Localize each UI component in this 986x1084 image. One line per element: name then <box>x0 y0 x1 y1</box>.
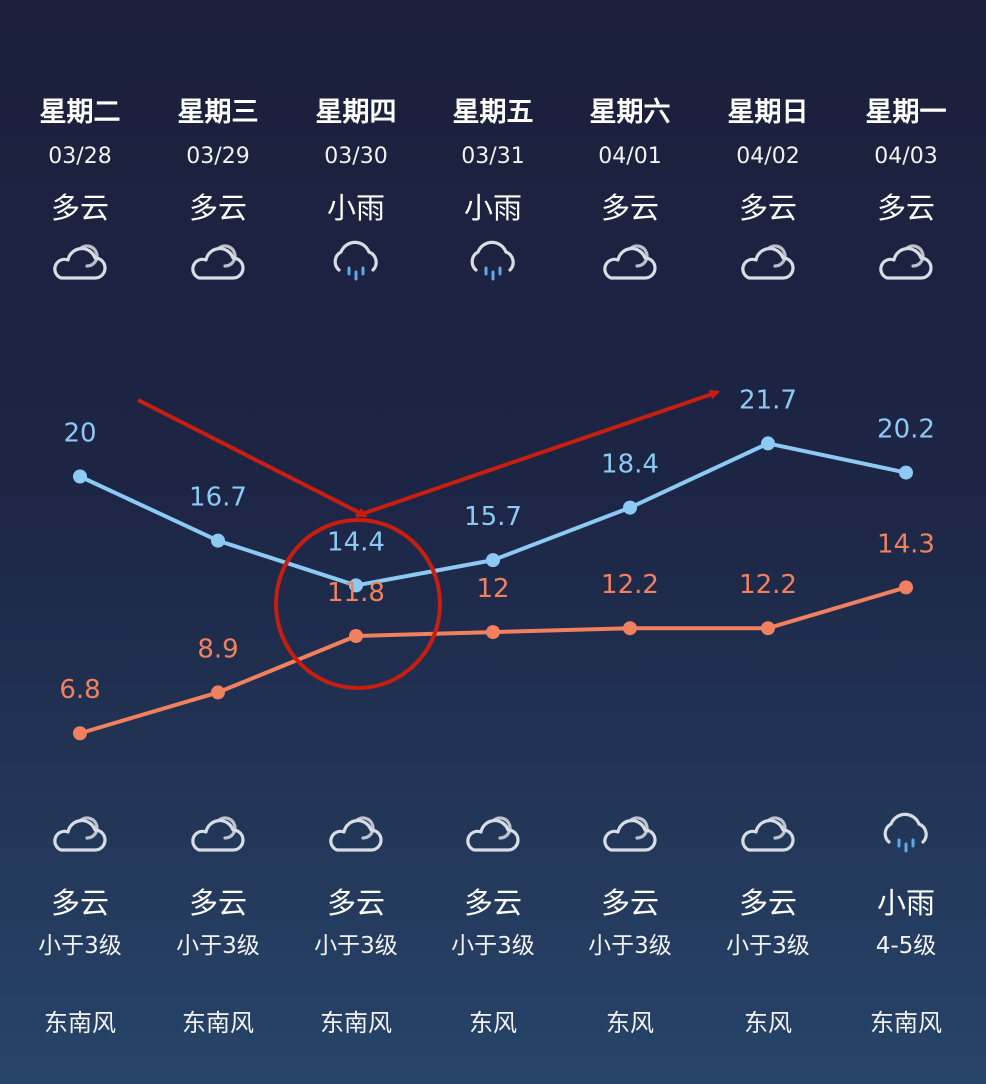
day-condition: 多云 <box>876 191 935 225</box>
low-temp-point <box>211 685 225 700</box>
day-label: 星期日 <box>727 97 809 128</box>
wind-direction: 东南风 <box>870 1009 942 1037</box>
high-temp-point <box>623 500 637 515</box>
day-condition: 小雨 <box>463 191 522 225</box>
high-temp-label: 20.2 <box>877 415 935 445</box>
wind-level: 小于3级 <box>38 933 122 959</box>
night-condition: 多云 <box>738 886 797 920</box>
day-condition: 多云 <box>188 191 247 225</box>
low-temp-label: 12 <box>476 574 509 604</box>
wind-direction: 东南风 <box>44 1009 116 1037</box>
wind-direction: 东风 <box>469 1009 517 1037</box>
high-temp-point <box>349 578 363 593</box>
cloud-icon <box>560 804 700 860</box>
high-temp-label: 15.7 <box>464 502 522 532</box>
annotation-circle <box>274 518 442 690</box>
night-condition: 多云 <box>188 886 247 920</box>
night-condition: 多云 <box>463 886 522 920</box>
date-label: 03/31 <box>461 144 525 169</box>
cloud-icon <box>148 232 288 288</box>
high-temp-point <box>899 465 913 480</box>
wind-level: 4-5级 <box>875 933 937 959</box>
day-label: 星期三 <box>177 97 259 128</box>
low-temp-point <box>761 621 775 636</box>
high-temp-point <box>486 553 500 568</box>
day-condition: 多云 <box>738 191 797 225</box>
night-condition: 多云 <box>50 886 109 920</box>
high-temp-label: 14.4 <box>327 527 385 557</box>
cloud-icon <box>698 232 838 288</box>
low-temp-label: 11.8 <box>327 578 385 608</box>
cloud-icon <box>423 804 563 860</box>
wind-level: 小于3级 <box>176 933 260 959</box>
low-temp-point <box>899 580 913 595</box>
night-condition: 多云 <box>600 886 659 920</box>
high-temp-point <box>211 533 225 548</box>
date-label: 04/01 <box>598 144 662 169</box>
cloud-icon <box>148 804 288 860</box>
date-label: 03/30 <box>324 144 388 169</box>
annotation-arrow-up <box>355 389 720 518</box>
rain-icon <box>836 804 976 860</box>
low-temp-point <box>486 625 500 640</box>
high-temp-label: 16.7 <box>189 483 247 513</box>
low-temp-point <box>623 621 637 636</box>
wind-direction: 东南风 <box>320 1009 392 1037</box>
low-temp-label: 8.9 <box>197 634 238 664</box>
day-condition: 小雨 <box>326 191 385 225</box>
wind-level: 小于3级 <box>451 933 535 959</box>
cloud-icon <box>10 804 150 860</box>
night-condition: 小雨 <box>876 886 935 920</box>
day-condition: 多云 <box>50 191 109 225</box>
cloud-icon <box>836 232 976 288</box>
low-temp-label: 12.2 <box>739 570 797 600</box>
high-temp-label: 21.7 <box>739 385 797 415</box>
annotation-arrow-down <box>137 398 368 518</box>
rain-icon <box>286 232 426 288</box>
wind-level: 小于3级 <box>314 933 398 959</box>
day-label: 星期四 <box>315 97 397 128</box>
low-temp-label: 6.8 <box>59 675 100 705</box>
date-label: 04/02 <box>736 144 800 169</box>
wind-direction: 东风 <box>606 1009 654 1037</box>
rain-icon <box>423 232 563 288</box>
low-temp-label: 14.3 <box>877 529 935 559</box>
date-label: 03/29 <box>186 144 250 169</box>
date-label: 04/03 <box>874 144 938 169</box>
date-label: 03/28 <box>48 144 112 169</box>
high-temp-label: 18.4 <box>601 450 659 480</box>
cloud-icon <box>10 232 150 288</box>
day-label: 星期一 <box>865 97 947 128</box>
day-label: 星期五 <box>452 97 534 128</box>
high-temp-label: 20 <box>63 419 96 449</box>
day-condition: 多云 <box>600 191 659 225</box>
cloud-icon <box>698 804 838 860</box>
low-temp-label: 12.2 <box>601 570 659 600</box>
wind-level: 小于3级 <box>726 933 810 959</box>
low-temp-point <box>73 726 87 741</box>
high-temp-point <box>73 469 87 484</box>
low-temp-point <box>349 628 363 643</box>
wind-level: 小于3级 <box>588 933 672 959</box>
night-condition: 多云 <box>326 886 385 920</box>
cloud-icon <box>560 232 700 288</box>
high-temp-point <box>761 436 775 451</box>
cloud-icon <box>286 804 426 860</box>
day-label: 星期六 <box>589 97 671 128</box>
wind-direction: 东风 <box>744 1009 792 1037</box>
wind-direction: 东南风 <box>182 1009 254 1037</box>
day-label: 星期二 <box>39 97 121 128</box>
